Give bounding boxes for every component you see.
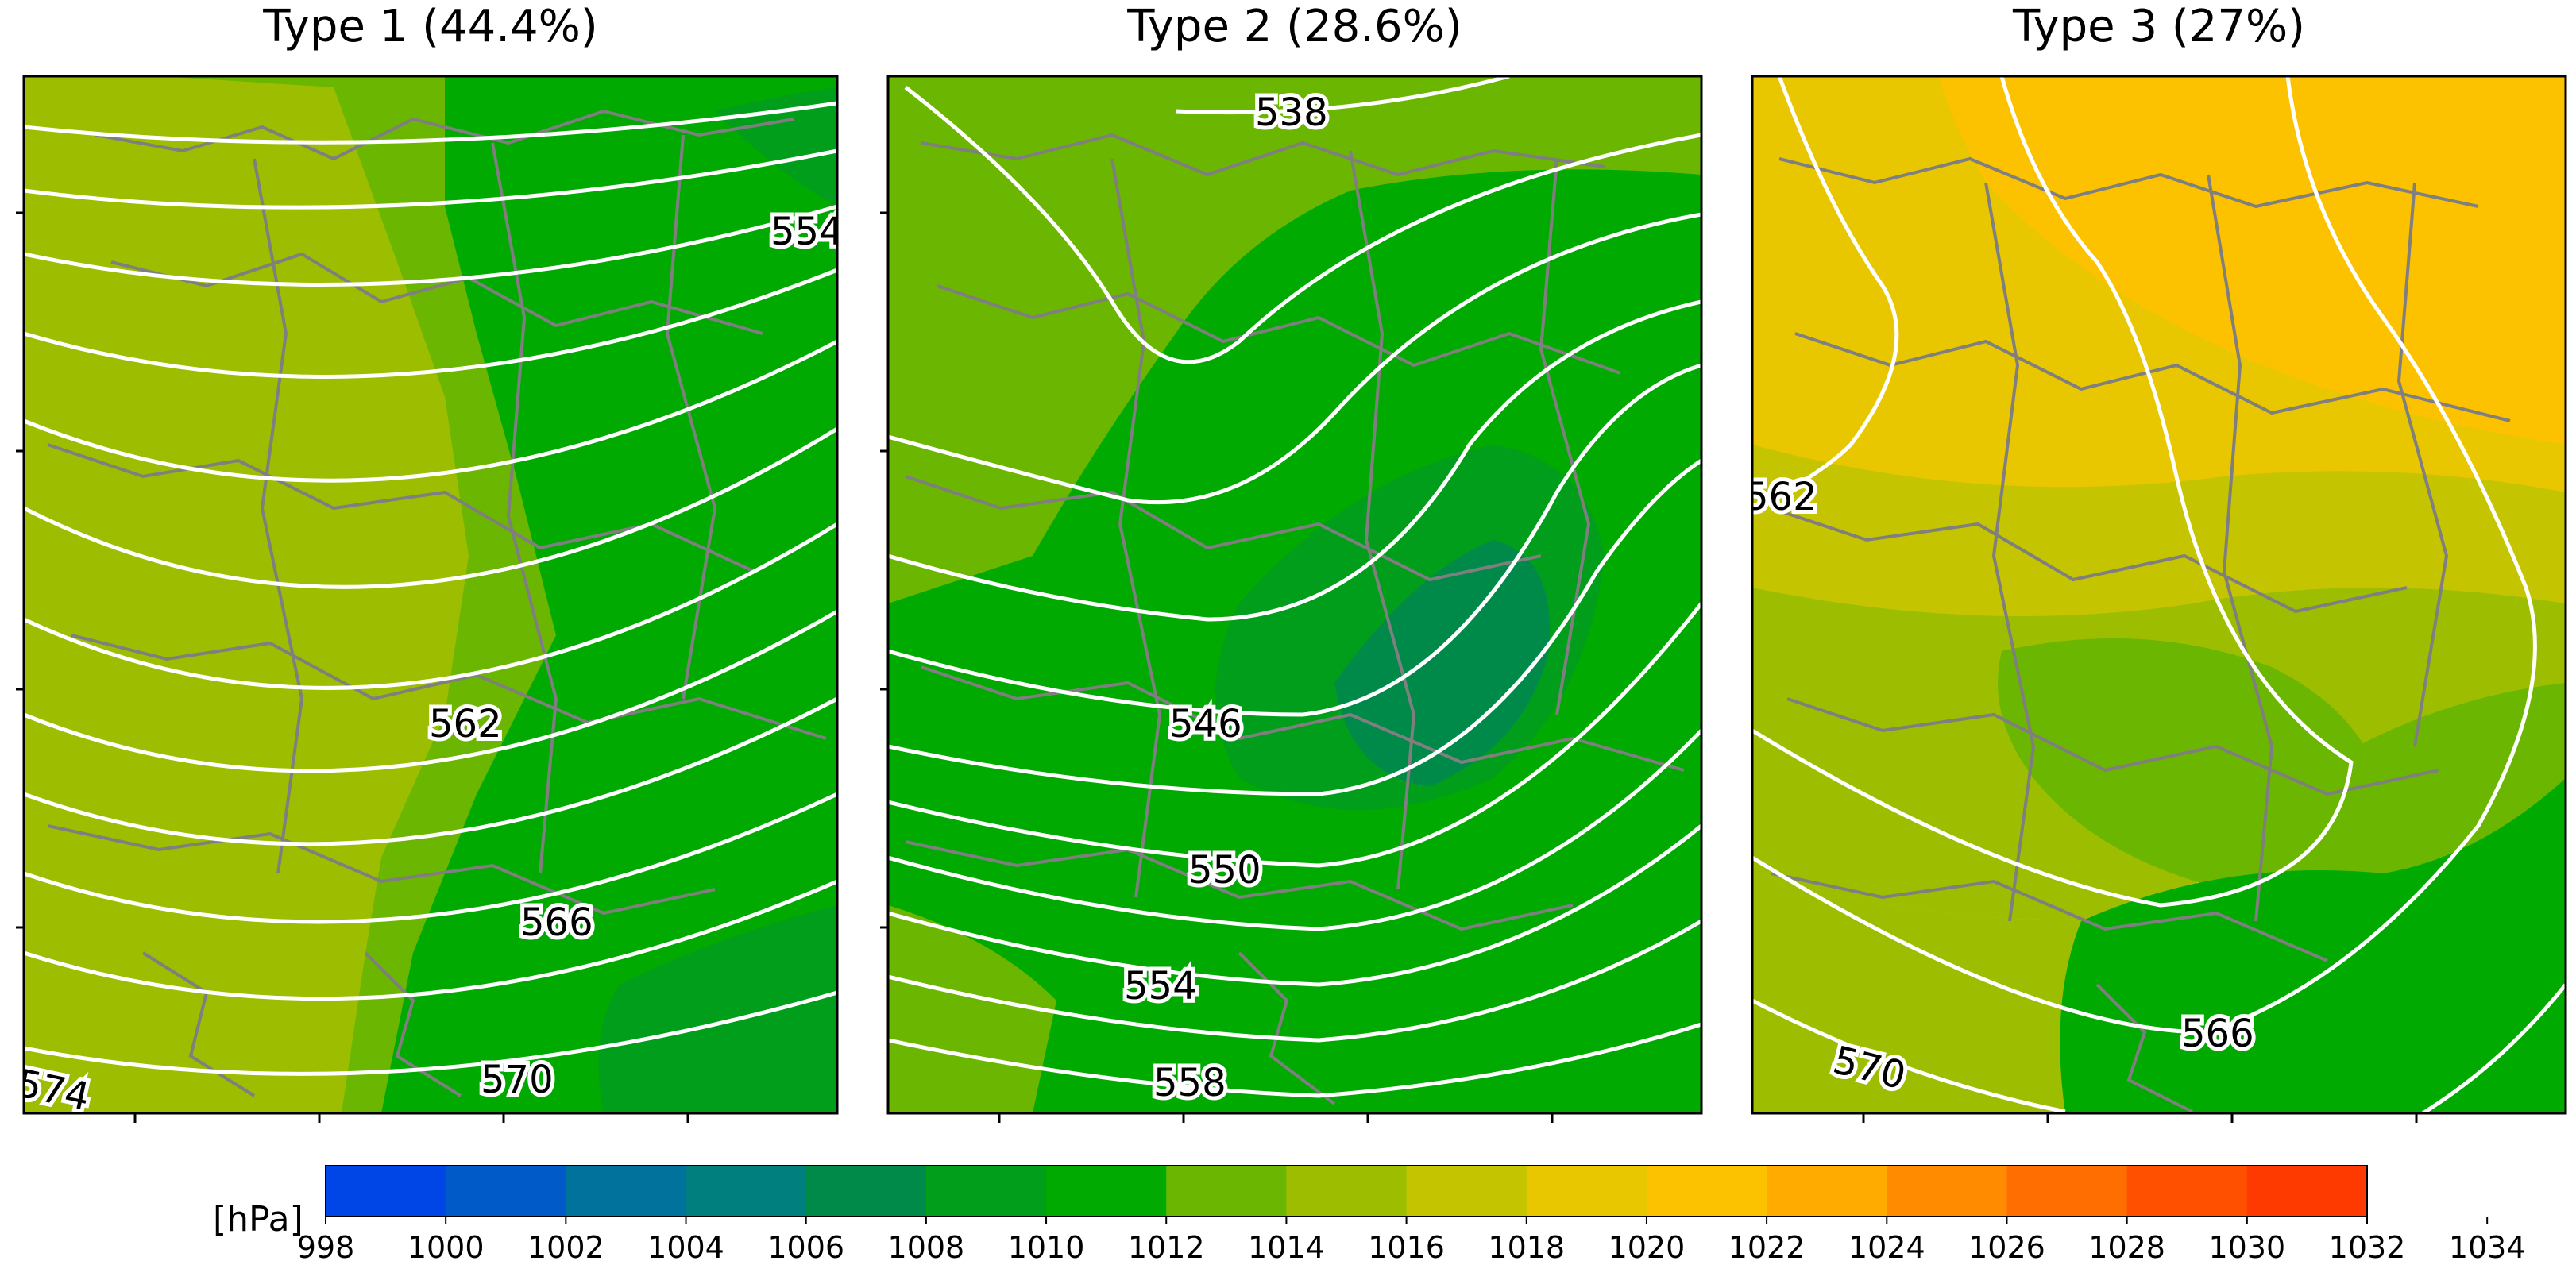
isoline-label: 570 [481,1058,554,1102]
colorbar-segment [2006,1166,2128,1217]
isoline-label: 562 [429,702,502,746]
isoline-label: 546 [1169,702,1242,746]
pressure-band [24,76,469,1113]
pressure-band [1752,873,2145,1113]
isoline-label: 558 [1153,1061,1226,1105]
colorbar-tick-label: 1008 [888,1230,965,1265]
colorbar-segment [566,1166,687,1217]
panel-2: Type 2 (28.6%) [880,1,1703,1123]
panel-3: Type 3 (27%) [1744,1,2567,1123]
panel-1: Type 1 (44.4%) [16,1,844,1123]
colorbar-segment [2246,1166,2368,1217]
colorbar-tick-label: 1028 [2088,1230,2165,1265]
pressure-band [381,76,837,1113]
colorbar-segment [1406,1166,1527,1217]
isoline-label: 554 [770,210,844,254]
country-borders [1771,156,2511,1113]
colorbar-tick-label: 1026 [1968,1230,2045,1265]
colorbar-segment [1046,1166,1167,1217]
colorbar-segment [1166,1166,1287,1217]
colorbar-tick-label: 1004 [647,1230,724,1265]
panel-title: Type 1 (44.4%) [262,1,597,52]
axis-ticks [1862,1113,2418,1123]
colorbar-segments [326,1166,2368,1217]
geopotential-isolines [1752,76,2566,1113]
pressure-band [888,905,1056,1113]
colorbar-unit-label: [hPa] [213,1199,303,1240]
isoline-label: 566 [2181,1012,2254,1056]
colorbar-segment [326,1166,446,1217]
colorbar-tick-label: 1032 [2329,1230,2406,1265]
colorbar-tick-label: 1006 [767,1230,844,1265]
map-area: 554 562 566 570 574 [24,76,844,1113]
panel-frame [22,75,839,1115]
colorbar-segment [686,1166,807,1217]
colorbar-segment [2126,1166,2248,1217]
colorbar-segment [1767,1166,1887,1217]
colorbar-tick-label: 1010 [1008,1230,1085,1265]
colorbar-tick-label: 1022 [1728,1230,1806,1265]
pressure-band [2060,778,2566,1113]
isoline-labels: 538 546 550 554 558 [1120,87,1332,1109]
axis-ticks [880,211,1554,1123]
country-borders [905,133,1685,1105]
colorbar-tick-label: 998 [297,1230,355,1265]
isoline-label: 554 [1124,964,1197,1008]
colorbar-tick-label: 1030 [2208,1230,2285,1265]
pressure-band [598,905,837,1113]
geopotential-isolines [24,101,837,1076]
pressure-band [888,76,1701,603]
isoline-label: 566 [520,900,593,945]
pressure-band [1334,540,1551,786]
colorbar: [hPa] 998 1000 1002 1004 1006 1008 1010 1012 101… [213,1165,2526,1265]
colorbar-segment [805,1166,927,1217]
pressure-band [1752,445,2566,616]
colorbar-tick-label: 1016 [1368,1230,1445,1265]
colorbar-tick-label: 1002 [527,1230,604,1265]
colorbar-segment [1887,1166,2007,1217]
colorbar-tick-label: 1000 [407,1230,485,1265]
colorbar-segment [1286,1166,1408,1217]
colorbar-tick-label: 1014 [1248,1230,1325,1265]
map-area: 562 566 570 [1744,76,2566,1113]
colorbar-segment [1526,1166,1647,1217]
colorbar-frame [325,1165,2368,1217]
colorbar-segment [925,1166,1047,1217]
panel-title: Type 3 (27%) [2012,1,2305,52]
isoline-label: 550 [1188,848,1261,893]
colorbar-tick-label: 1018 [1488,1230,1565,1265]
map-area: 538 546 550 554 558 [888,76,1701,1113]
colorbar-ticks: 998 1000 1002 1004 1006 1008 1010 1012 1014 1016 1… [297,1217,2526,1265]
colorbar-segment [446,1166,566,1217]
colorbar-tick-label: 1034 [2449,1230,2526,1265]
geopotential-isolines [888,76,1701,1098]
colorbar-tick-label: 1012 [1128,1230,1205,1265]
panel-title: Type 2 (28.6%) [1126,1,1462,52]
isoline-label: 562 [1744,475,1817,519]
isoline-label: 538 [1255,91,1328,135]
colorbar-segment [1646,1166,1767,1217]
panel-frame [886,75,1703,1115]
axis-ticks [16,211,689,1123]
panel-frame [1751,75,2567,1115]
colorbar-tick-label: 1024 [1848,1230,1925,1265]
colorbar-tick-label: 1020 [1609,1230,1686,1265]
